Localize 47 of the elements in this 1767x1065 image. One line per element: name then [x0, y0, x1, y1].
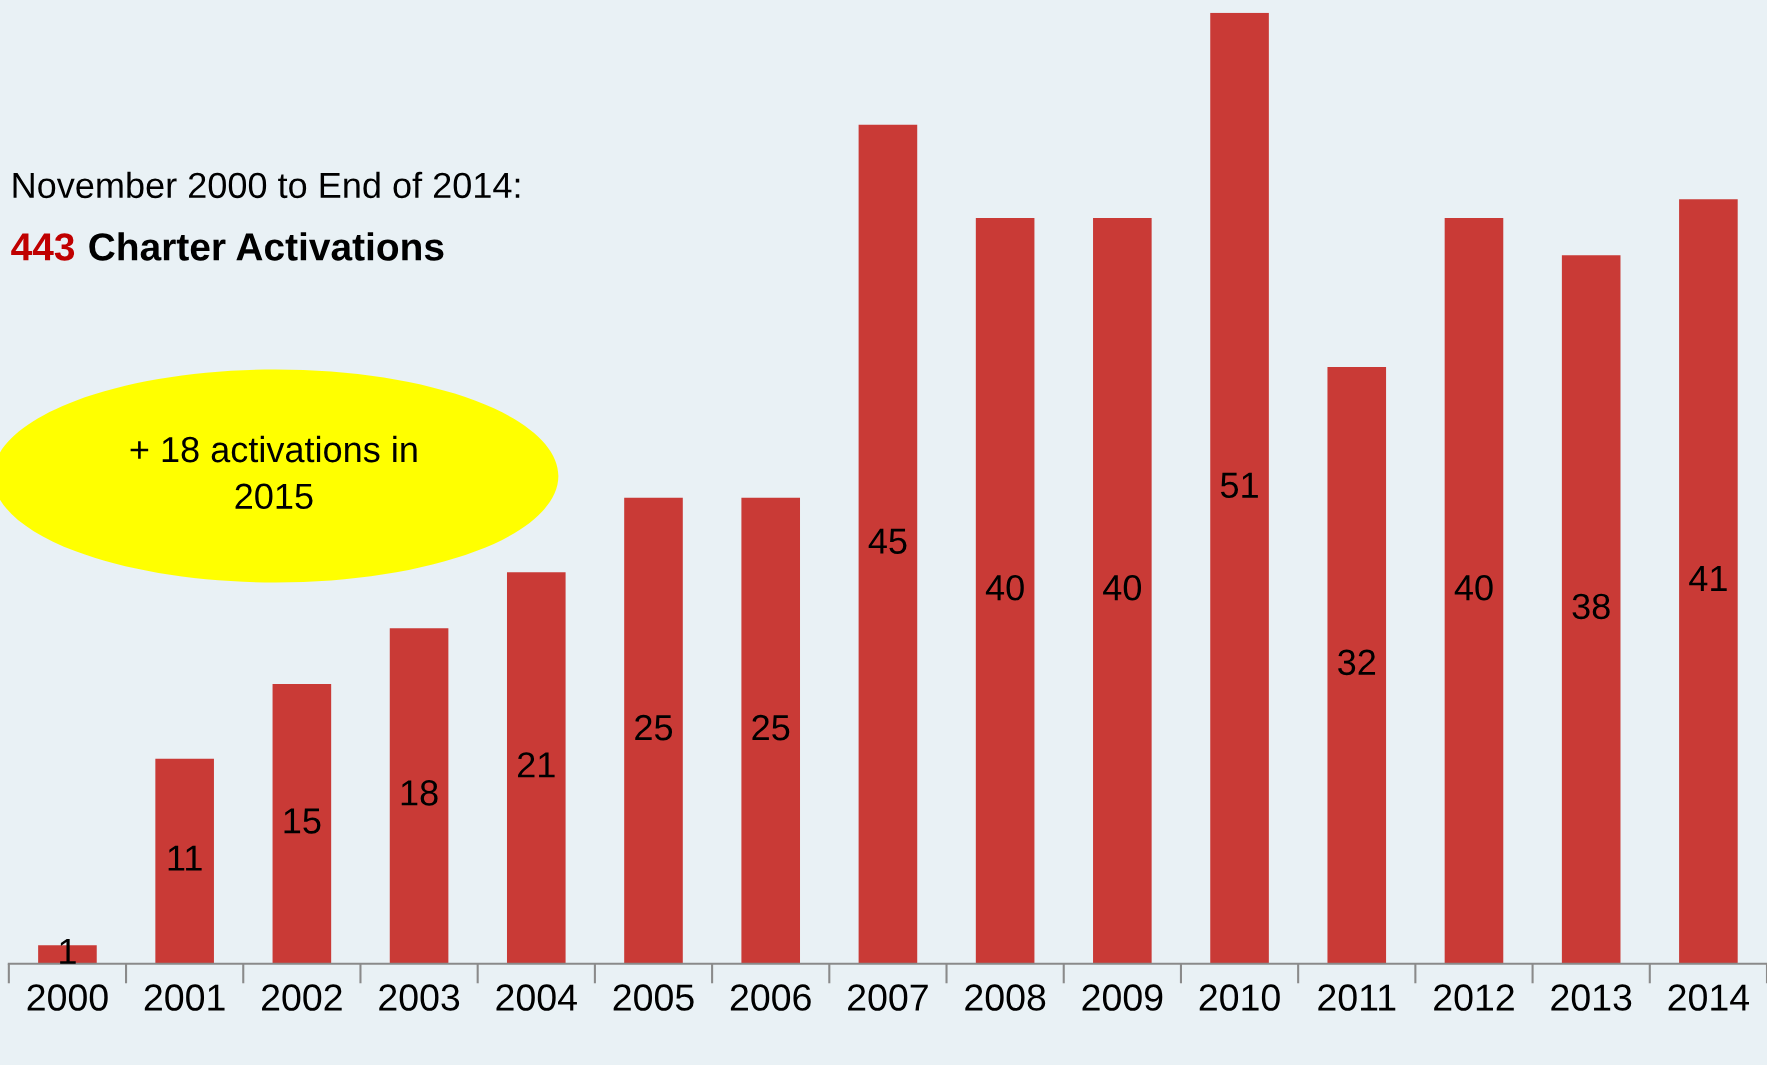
x-tick-label: 2004 [496, 984, 577, 1011]
x-tick-label: 2014 [1668, 984, 1750, 1011]
data-label: 40 [1103, 574, 1142, 601]
annotation: + 18 activations in 2015 [130, 435, 417, 510]
x-tick-label: 2007 [848, 984, 928, 1011]
x-tick-label: 2013 [1551, 984, 1632, 1011]
bar [858, 124, 918, 964]
bar [1444, 217, 1504, 964]
x-tick-label: 2010 [1199, 984, 1280, 1011]
bar [1679, 199, 1738, 964]
x-tick-label: 2009 [1082, 984, 1163, 1011]
x-tick-label: 2012 [1434, 984, 1514, 1011]
data-label: 1 [60, 939, 76, 964]
bar [1327, 367, 1387, 964]
text: 443 Charter Activations [11, 232, 444, 261]
data-label: 25 [752, 714, 790, 741]
bar [155, 758, 214, 964]
bar [1093, 217, 1152, 964]
x-tick-label: 2001 [144, 984, 225, 1011]
data-label: 11 [168, 845, 202, 871]
bar [1561, 255, 1621, 964]
data-label: 41 [1689, 566, 1727, 591]
bar [1210, 12, 1269, 964]
text: November 2000 to End of 2014: [13, 171, 520, 199]
x-tick-label: 2005 [613, 984, 694, 1011]
bar [741, 497, 801, 964]
data-label: 18 [401, 780, 438, 806]
x-tick-label: 2003 [379, 984, 460, 1011]
data-label: 45 [868, 528, 907, 554]
bar [624, 497, 683, 964]
bar [506, 572, 566, 964]
data-label: 38 [1572, 593, 1610, 620]
x-tick-label: 2011 [1318, 984, 1396, 1011]
data-label: 15 [284, 808, 321, 834]
data-label: 40 [985, 574, 1024, 601]
data-label: 21 [518, 752, 555, 778]
data-label: 51 [1220, 472, 1258, 498]
bar [389, 628, 449, 964]
x-tick-label: 2000 [27, 984, 108, 1011]
x-tick-label: 2008 [965, 984, 1046, 1011]
bar [272, 684, 332, 964]
x-tick-label: 2002 [262, 984, 342, 1011]
bar [975, 217, 1035, 964]
data-label: 25 [635, 714, 673, 741]
x-tick-label: 2006 [730, 984, 811, 1011]
data-label: 40 [1454, 574, 1493, 601]
data-label: 32 [1338, 649, 1376, 676]
